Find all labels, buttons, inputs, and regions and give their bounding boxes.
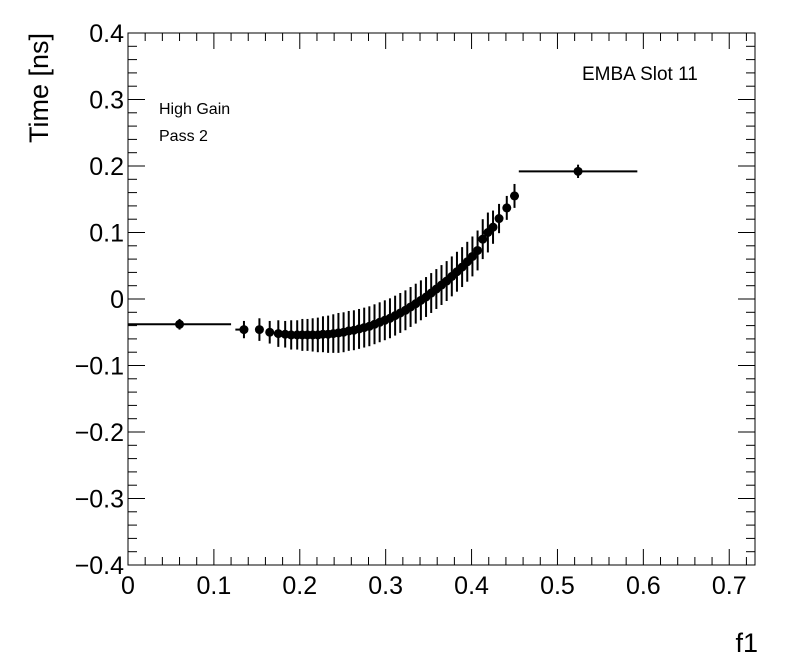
data-point (473, 230, 483, 271)
x-tick-label: 0.1 (197, 572, 232, 600)
point-marker (473, 245, 483, 255)
annotation-gain: High Gain (159, 101, 230, 118)
data-point (494, 203, 504, 234)
x-tick-label: 0.4 (454, 572, 489, 600)
x-tick-labels: 0 0.1 0.2 0.3 0.4 0.5 0.6 0.7 (121, 572, 747, 600)
data-point (488, 210, 498, 244)
y-tick-label: −0.1 (75, 353, 124, 381)
data-point (265, 320, 275, 344)
data-point (518, 164, 638, 178)
point-marker (494, 214, 504, 224)
x-tick-label: 0.3 (368, 572, 403, 600)
data-point (273, 320, 283, 347)
data-point (235, 320, 249, 339)
y-tick-label: 0.2 (89, 153, 124, 181)
x-tick-label: 0.5 (540, 572, 575, 600)
data-point (128, 318, 232, 330)
point-marker (510, 191, 520, 201)
point-marker (573, 166, 583, 176)
y-tick-label: 0.4 (89, 20, 124, 48)
y-axis-title: Time [ns] (24, 33, 54, 143)
data-point (478, 219, 488, 260)
y-tick-label: −0.3 (75, 486, 124, 514)
data-point (254, 318, 264, 341)
x-tick-label: 0.7 (712, 572, 747, 600)
data-point (467, 236, 477, 277)
data-point (502, 195, 512, 220)
point-marker (239, 325, 249, 335)
x-tick-label: 0.2 (282, 572, 317, 600)
data-point (510, 183, 520, 208)
x-tick-label: 0.6 (626, 572, 661, 600)
y-tick-label: 0 (110, 286, 124, 314)
point-marker (502, 203, 512, 213)
y-tick-labels: −0.4 −0.3 −0.2 −0.1 0 0.1 0.2 0.3 0.4 (75, 20, 124, 580)
point-marker (488, 222, 498, 232)
point-marker (273, 329, 283, 339)
annotation-slot: EMBA Slot 11 (582, 64, 698, 85)
y-tick-label: −0.2 (75, 419, 124, 447)
x-axis-title: f1 (735, 628, 758, 658)
point-marker (175, 319, 185, 329)
point-marker (265, 327, 275, 337)
x-tick-label: 0 (121, 572, 135, 600)
y-tick-label: 0.1 (89, 220, 124, 248)
annotation-pass: Pass 2 (159, 128, 208, 145)
point-marker (254, 325, 264, 335)
y-tick-label: −0.4 (75, 552, 124, 580)
point-marker (478, 234, 488, 244)
axis-ticks (127, 32, 755, 566)
point-marker (467, 251, 477, 261)
data-points (128, 164, 638, 353)
y-tick-label: 0.3 (89, 87, 124, 115)
